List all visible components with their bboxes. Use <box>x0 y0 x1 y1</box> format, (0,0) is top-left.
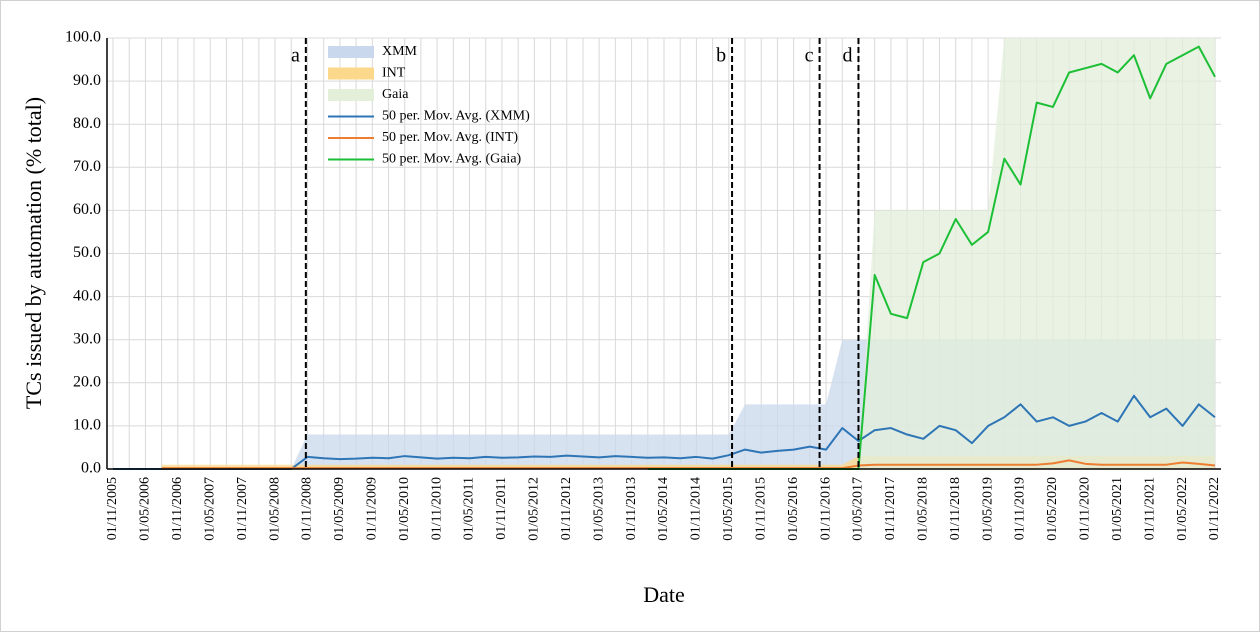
x-tick-label: 01/11/2020 <box>1078 477 1093 540</box>
event-label: d <box>842 45 852 67</box>
x-tick-label: 01/11/2011 <box>494 477 509 540</box>
y-tick-label: 50.0 <box>73 244 101 261</box>
x-tick-label: 01/05/2021 <box>1110 477 1125 541</box>
x-tick-label: 01/11/2006 <box>170 477 185 540</box>
x-tick-label: 01/05/2013 <box>591 477 606 541</box>
y-tick-label: 90.0 <box>73 72 101 89</box>
legend-label: 50 per. Mov. Avg. (INT) <box>382 130 518 145</box>
y-tick-label: 10.0 <box>73 417 101 434</box>
legend-label: INT <box>382 66 406 81</box>
y-tick-label: 20.0 <box>73 373 101 390</box>
legend-label: 50 per. Mov. Avg. (Gaia) <box>382 152 522 167</box>
x-tick-label: 01/05/2008 <box>267 477 282 541</box>
x-tick-label: 01/05/2009 <box>332 477 347 541</box>
x-tick-label: 01/11/2013 <box>624 477 639 540</box>
event-label: a <box>291 45 300 67</box>
x-tick-label: 01/11/2021 <box>1142 477 1157 540</box>
y-tick-label: 60.0 <box>73 201 101 218</box>
x-tick-label: 01/11/2009 <box>365 477 380 540</box>
series-line <box>113 394 1216 470</box>
x-tick-label: 01/05/2011 <box>462 477 477 540</box>
y-tick-label: 40.0 <box>73 287 101 304</box>
x-tick-label: 01/05/2020 <box>1045 477 1060 541</box>
y-tick-label: 80.0 <box>73 115 101 132</box>
x-tick-label: 01/11/2015 <box>753 477 768 540</box>
x-tick-label: 01/05/2018 <box>916 477 931 541</box>
x-axis-title: Date <box>643 582 685 607</box>
x-tick-label: 01/05/2007 <box>202 477 217 541</box>
x-tick-label: 01/11/2008 <box>300 477 315 540</box>
legend-swatch <box>328 67 374 80</box>
x-tick-label: 01/05/2022 <box>1175 477 1190 541</box>
x-tick-label: 01/05/2012 <box>527 477 542 541</box>
x-tick-label: 01/11/2019 <box>1013 477 1028 540</box>
y-axis-title: TCs issued by automation (% total) <box>21 97 46 409</box>
x-tick-label: 01/11/2012 <box>559 477 574 540</box>
event-label: b <box>716 45 726 67</box>
x-tick-label: 01/11/2022 <box>1207 477 1222 540</box>
x-tick-label: 01/05/2017 <box>851 477 866 541</box>
x-tick-label: 01/05/2016 <box>786 477 801 541</box>
x-tick-label: 01/11/2017 <box>883 477 898 540</box>
x-tick-label: 01/11/2007 <box>235 477 250 540</box>
x-tick-label: 01/05/2006 <box>138 477 153 541</box>
x-tick-label: 01/05/2010 <box>397 477 412 541</box>
event-label: c <box>805 45 814 67</box>
legend-swatch <box>328 46 374 58</box>
series-area <box>858 38 1215 469</box>
y-tick-label: 100.0 <box>65 29 101 46</box>
x-tick-label: 01/05/2019 <box>980 477 995 541</box>
y-tick-label: 30.0 <box>73 330 101 347</box>
y-tick-label: 0.0 <box>81 460 101 477</box>
x-tick-label: 01/11/2014 <box>689 477 704 540</box>
x-tick-label: 01/11/2010 <box>429 477 444 540</box>
x-tick-label: 01/11/2005 <box>105 477 120 540</box>
legend-swatch <box>328 89 374 101</box>
legend-label: XMM <box>382 44 418 59</box>
legend-label: 50 per. Mov. Avg. (XMM) <box>382 109 530 124</box>
x-tick-label: 01/05/2015 <box>721 477 736 541</box>
legend-label: Gaia <box>382 87 409 102</box>
x-tick-label: 01/05/2014 <box>656 477 671 541</box>
y-tick-label: 70.0 <box>73 158 101 175</box>
x-tick-label: 01/11/2018 <box>948 477 963 540</box>
x-tick-label: 01/11/2016 <box>818 477 833 540</box>
